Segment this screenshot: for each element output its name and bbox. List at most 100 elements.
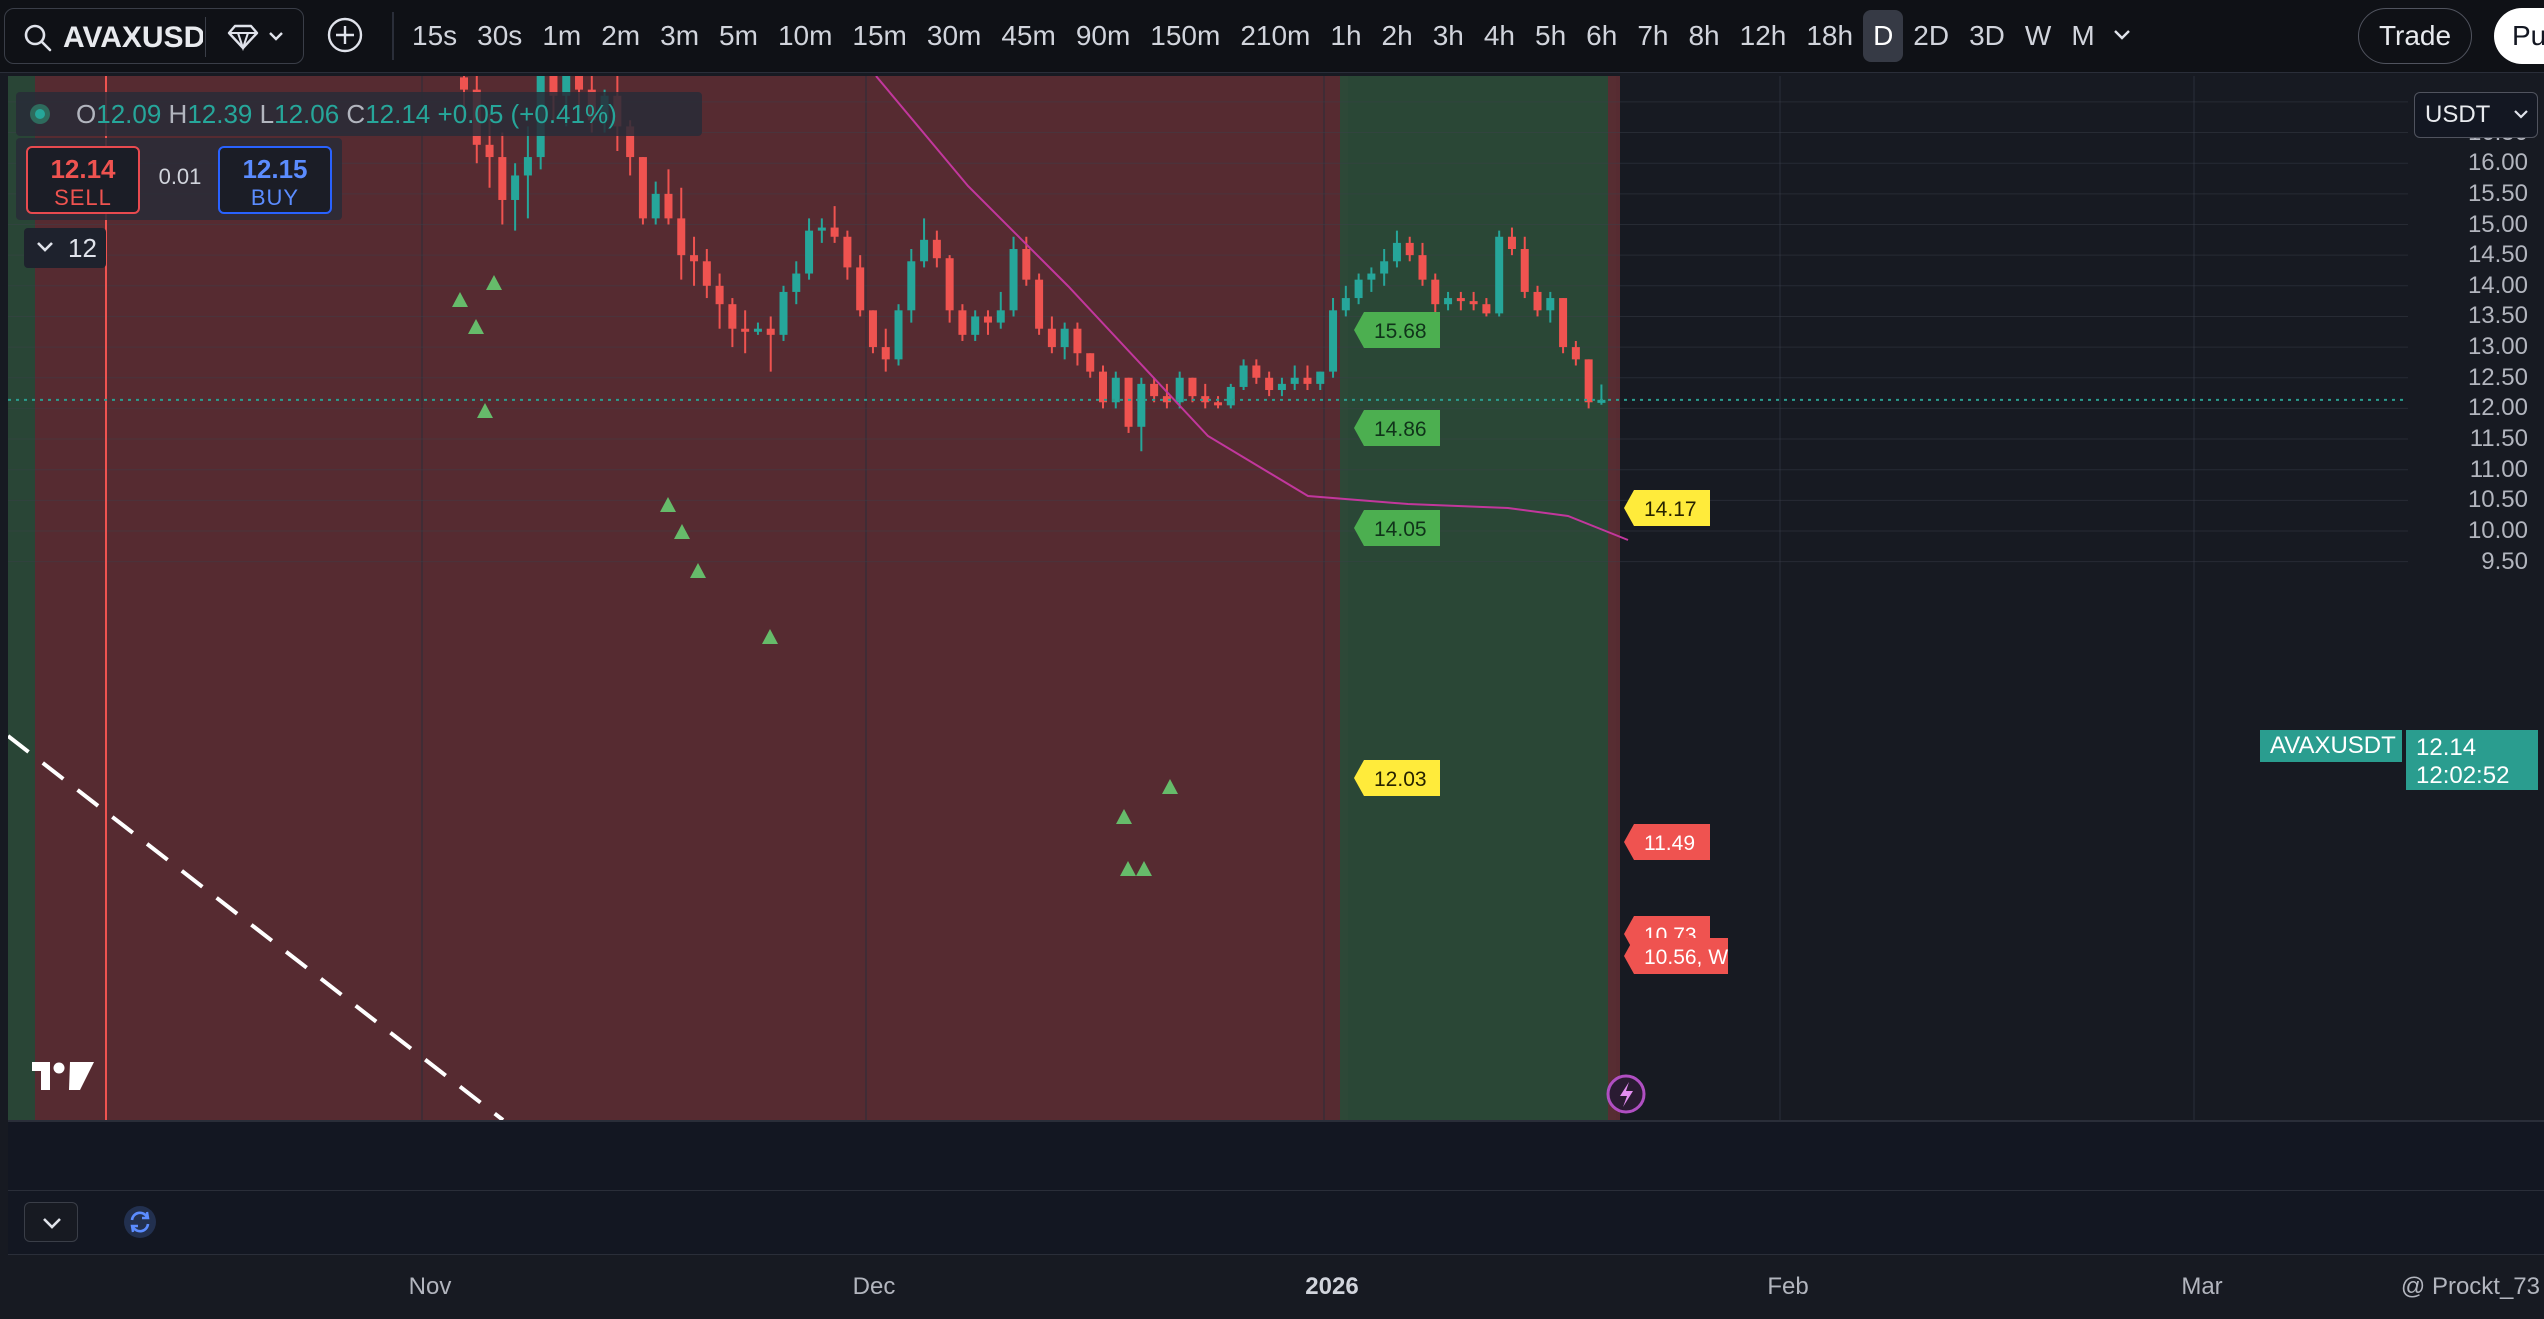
symbol-price-tag: AVAXUSDT bbox=[2260, 730, 2402, 762]
candle-body bbox=[664, 193, 673, 219]
symbol-name[interactable]: AVAXUSDT bbox=[63, 21, 203, 54]
interval-tab-3m[interactable]: 3m bbox=[660, 20, 700, 51]
price-flag-shape bbox=[1354, 312, 1440, 348]
candle-body bbox=[1482, 304, 1491, 314]
buy-label: BUY bbox=[250, 185, 300, 210]
publish-button[interactable]: Pu bbox=[2494, 8, 2544, 64]
interval-tab-30s[interactable]: 30s bbox=[477, 20, 523, 51]
candle-body bbox=[1546, 298, 1555, 311]
interval-tab-7h[interactable]: 7h bbox=[1637, 20, 1669, 51]
price-flag-shape bbox=[1354, 760, 1440, 796]
bear-zone bbox=[1608, 76, 1620, 1120]
chevron-down-icon[interactable] bbox=[267, 27, 285, 45]
price-flag-text: 15.68 bbox=[1374, 320, 1427, 343]
gem-icon[interactable] bbox=[227, 23, 259, 51]
indicators-toggle[interactable]: 12 bbox=[24, 228, 106, 268]
candle-body bbox=[1047, 328, 1056, 348]
candle-body bbox=[753, 328, 762, 332]
candle-body bbox=[498, 157, 507, 200]
interval-tab-w[interactable]: W bbox=[2024, 20, 2052, 51]
candle-body bbox=[766, 328, 775, 335]
interval-tab-90m[interactable]: 90m bbox=[1075, 20, 1131, 51]
tradingview-logo-icon[interactable] bbox=[30, 1060, 96, 1092]
currency-select[interactable]: USDT bbox=[2414, 92, 2538, 138]
interval-tab-18h[interactable]: 18h bbox=[1806, 20, 1854, 51]
sell-button[interactable]: 12.14 SELL bbox=[26, 146, 140, 214]
interval-tab-2m[interactable]: 2m bbox=[601, 20, 641, 51]
price-tick: 10.00 bbox=[2467, 517, 2528, 544]
symbol-search-box[interactable]: AVAXUSDT bbox=[4, 8, 304, 64]
interval-tab-2d[interactable]: 2D bbox=[1913, 20, 1950, 51]
author-watermark: @ Prockt_73 bbox=[2400, 1273, 2540, 1300]
interval-tab-2h[interactable]: 2h bbox=[1381, 20, 1413, 51]
candle-body bbox=[715, 285, 724, 305]
candle-body bbox=[1111, 377, 1120, 403]
candle-body bbox=[485, 144, 494, 158]
candle-body bbox=[1469, 301, 1478, 305]
more-intervals-button[interactable] bbox=[2105, 10, 2139, 62]
signal-triangle-icon bbox=[1162, 779, 1178, 794]
trade-button[interactable]: Trade bbox=[2358, 8, 2472, 64]
interval-tab-15s[interactable]: 15s bbox=[412, 20, 458, 51]
interval-tab-d[interactable]: D bbox=[1863, 10, 1904, 62]
price-chart[interactable]: 15.6814.8614.0512.0314.1711.4910.7310.56… bbox=[8, 76, 2408, 1120]
interval-tab-1m[interactable]: 1m bbox=[542, 20, 582, 51]
interval-tab-10m[interactable]: 10m bbox=[777, 20, 833, 51]
time-tick: Feb bbox=[1767, 1273, 1809, 1300]
candle-body bbox=[575, 76, 584, 90]
open-value: 12.09 bbox=[96, 99, 162, 129]
chart-pane[interactable]: 15.68 14.86 14.05 12.03 14.17 11.49 10.73 10.56… bbox=[8, 76, 2408, 1120]
price-flag-label: 11.49 bbox=[1624, 824, 1710, 860]
interval-tab-210m[interactable]: 210m bbox=[1240, 20, 1311, 51]
candle-body bbox=[460, 77, 468, 90]
collapse-panel-button[interactable] bbox=[24, 1202, 78, 1242]
candle-body bbox=[1060, 328, 1069, 348]
buy-button[interactable]: 12.15 BUY bbox=[218, 146, 332, 214]
candle-body bbox=[894, 310, 903, 360]
close-label: C bbox=[346, 99, 366, 129]
interval-tab-150m[interactable]: 150m bbox=[1150, 20, 1221, 51]
interval-tab-15m[interactable]: 15m bbox=[852, 20, 907, 51]
interval-tab-30m[interactable]: 30m bbox=[926, 20, 982, 51]
candle-body bbox=[1431, 279, 1440, 305]
candle-body bbox=[856, 267, 865, 311]
interval-tab-45m[interactable]: 45m bbox=[1001, 20, 1056, 51]
interval-tab-8h[interactable]: 8h bbox=[1688, 20, 1720, 51]
interval-tab-5m[interactable]: 5m bbox=[719, 20, 758, 51]
candle-body bbox=[817, 227, 826, 231]
lightning-icon[interactable] bbox=[1606, 1074, 1646, 1114]
interval-tab-12h[interactable]: 12h bbox=[1739, 20, 1787, 51]
time-axis[interactable]: @ Prockt_73 Nov Dec 2026 Feb Mar bbox=[8, 1254, 2544, 1319]
candle-body bbox=[1329, 310, 1338, 372]
interval-tab-4h[interactable]: 4h bbox=[1483, 20, 1515, 51]
indicators-count: 12 bbox=[68, 233, 97, 263]
interval-tab-5h[interactable]: 5h bbox=[1535, 20, 1567, 51]
interval-tab-1h[interactable]: 1h bbox=[1330, 20, 1362, 51]
signal-triangle-icon bbox=[690, 563, 706, 578]
candle-body bbox=[1533, 291, 1542, 311]
price-flag-shape bbox=[1624, 490, 1710, 526]
search-icon bbox=[24, 24, 52, 52]
candle-body bbox=[1035, 279, 1044, 329]
signal-triangle-icon bbox=[452, 292, 468, 307]
interval-tab-m[interactable]: M bbox=[2071, 20, 2095, 51]
dashed-trend-line bbox=[8, 734, 505, 1120]
candle-body bbox=[1265, 377, 1274, 391]
interval-tab-6h[interactable]: 6h bbox=[1586, 20, 1618, 51]
interval-tab-3h[interactable]: 3h bbox=[1432, 20, 1464, 51]
add-symbol-icon[interactable] bbox=[326, 16, 364, 54]
candle-body bbox=[1367, 273, 1376, 280]
interval-tab-3d[interactable]: 3D bbox=[1969, 20, 2005, 51]
candle-body bbox=[1380, 261, 1389, 274]
candle-body bbox=[1214, 402, 1223, 406]
candle-body bbox=[1571, 347, 1580, 360]
candle-body bbox=[1316, 371, 1325, 384]
chevron-down-icon bbox=[2514, 110, 2528, 119]
price-axis[interactable]: 17.0016.5016.0015.5015.0014.5014.0013.50… bbox=[2408, 76, 2544, 1120]
candle-body bbox=[843, 236, 852, 268]
refresh-icon[interactable] bbox=[122, 1204, 158, 1240]
signal-triangle-icon bbox=[674, 524, 690, 539]
price-flag-shape bbox=[1624, 938, 1728, 974]
candle-body bbox=[1188, 377, 1197, 397]
candle-body bbox=[626, 126, 635, 158]
